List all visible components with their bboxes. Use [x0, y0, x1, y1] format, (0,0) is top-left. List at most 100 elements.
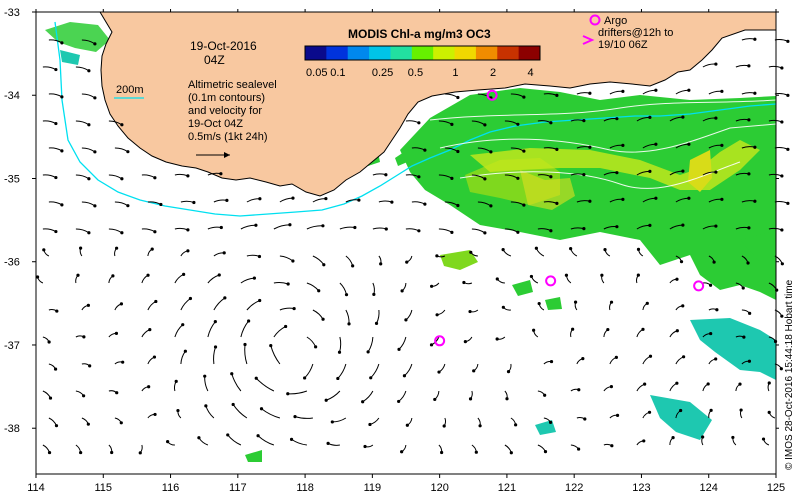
velocity-arrow-head: [516, 176, 520, 180]
velocity-arrow-head: [397, 399, 401, 404]
velocity-arrow-head: [564, 273, 569, 277]
velocity-arrow-head: [753, 37, 757, 41]
velocity-arrow-head: [509, 451, 513, 455]
plot-frame: [35, 11, 777, 475]
velocity-arrow-head: [286, 392, 290, 396]
velocity-arrow: [244, 344, 248, 365]
colorbar-tick-label: 0.1: [330, 67, 345, 79]
velocity-arrow-head: [543, 450, 548, 454]
sealevel-note-line: 19-Oct 04Z: [188, 118, 243, 130]
velocity-arrow-head: [642, 439, 646, 443]
velocity-arrow-head: [474, 450, 478, 454]
velocity-arrow-head: [222, 251, 226, 255]
velocity-arrow-head: [456, 95, 460, 100]
velocity-arrow-head: [219, 172, 223, 176]
velocity-arrow-head: [741, 286, 745, 290]
velocity-arrow-head: [577, 388, 581, 392]
velocity-arrow-head: [87, 231, 91, 235]
velocity-arrow-head: [219, 225, 223, 230]
velocity-arrow-head: [483, 177, 487, 181]
colorbar-tick-label: 0.05: [306, 67, 327, 79]
velocity-arrow-head: [555, 147, 559, 151]
velocity-arrow-head: [543, 393, 547, 397]
velocity-arrow: [287, 390, 308, 395]
argo-float-marker: [486, 89, 498, 101]
velocity-arrow-head: [489, 204, 493, 208]
colorbar-tick-label: 4: [528, 67, 534, 79]
velocity-arrow-head: [111, 274, 115, 278]
velocity-arrow-head: [532, 328, 536, 332]
velocity-arrow-head: [600, 273, 604, 277]
velocity-arrow-head: [54, 229, 58, 234]
velocity-arrow-head: [753, 91, 757, 95]
velocity-arrow-head: [701, 435, 705, 439]
velocity-arrow-head: [582, 119, 586, 123]
argo-legend: Argo drifters@12h to 19/10 06Z: [582, 14, 673, 51]
velocity-arrow-head: [748, 311, 752, 315]
colorbar-swatch: [475, 46, 498, 60]
velocity-arrow-head: [738, 382, 742, 386]
velocity-arrow-head: [60, 203, 64, 207]
velocity-arrow-head: [291, 259, 295, 263]
velocity-arrow-head: [115, 246, 119, 250]
velocity-arrow-head: [549, 359, 554, 364]
colorbar-swatch: [433, 46, 456, 60]
velocity-arrow-head: [641, 327, 645, 331]
velocity-arrow-head: [154, 299, 158, 304]
velocity-arrow-head: [780, 314, 784, 318]
velocity-arrow-head: [522, 203, 526, 207]
velocity-arrow-head: [337, 350, 342, 354]
velocity-arrow-head: [582, 227, 586, 231]
velocity-arrow-head: [400, 450, 404, 454]
velocity-arrow-head: [478, 424, 482, 428]
velocity-arrow-head: [615, 171, 619, 175]
velocity-arrow-head: [324, 398, 328, 402]
velocity-arrow-head: [79, 450, 83, 455]
velocity-arrow-head: [417, 121, 421, 125]
argo-legend-label: drifters@12h to: [598, 27, 673, 39]
velocity-arrow-head: [243, 342, 247, 347]
velocity-arrow-head: [115, 391, 119, 395]
velocity-arrow-head: [188, 296, 193, 301]
velocity-arrow-head: [786, 201, 790, 205]
velocity-arrow-head: [549, 175, 553, 179]
velocity-arrow-head: [472, 369, 476, 373]
colorbar-swatch: [347, 46, 370, 60]
velocity-arrow-head: [610, 444, 614, 448]
velocity-arrow-head: [516, 230, 520, 234]
velocity-arrow-head: [709, 331, 713, 336]
velocity-arrow: [774, 201, 789, 204]
velocity-arrow-head: [767, 410, 771, 414]
velocity-arrow-head: [405, 423, 409, 427]
velocity-arrow: [774, 39, 789, 42]
velocity-arrow-head: [549, 121, 553, 125]
velocity-arrow-head: [433, 397, 437, 402]
velocity-arrow-head: [402, 374, 407, 378]
x-tick-label: 119: [364, 482, 382, 494]
velocity-arrow-head: [714, 357, 718, 361]
velocity-arrow-head: [489, 150, 493, 154]
velocity-arrow-head: [369, 376, 373, 380]
velocity-arrow-head: [714, 116, 718, 120]
velocity-arrow-head: [442, 424, 446, 428]
velocity-arrow: [231, 373, 242, 392]
x-tick-label: 121: [498, 482, 516, 494]
y-axis: -33 -34 -35 -36 -37 -38: [4, 7, 779, 435]
velocity-arrow-head: [606, 327, 610, 332]
sealevel-note-line: and velocity for: [188, 105, 262, 117]
colorbar-swatch: [411, 46, 434, 60]
velocity-arrow-head: [423, 148, 427, 152]
velocity-arrow-head: [110, 450, 114, 455]
velocity-arrow-head: [93, 204, 97, 208]
velocity-arrow-head: [675, 277, 679, 281]
velocity-arrow-head: [321, 224, 325, 228]
velocity-arrow-head: [681, 223, 685, 227]
sealevel-note-line: (0.1m contours): [188, 92, 265, 104]
credit-text: © IMOS 28-Oct-2016 15:44:18 Hobart time: [784, 279, 795, 470]
velocity-arrow-head: [571, 327, 575, 331]
velocity-arrow-head: [148, 328, 152, 332]
velocity-arrow-head: [146, 273, 150, 277]
velocity-arrow-head: [314, 345, 318, 349]
velocity-arrow-head: [709, 408, 713, 412]
velocity-arrow-head: [712, 260, 716, 264]
